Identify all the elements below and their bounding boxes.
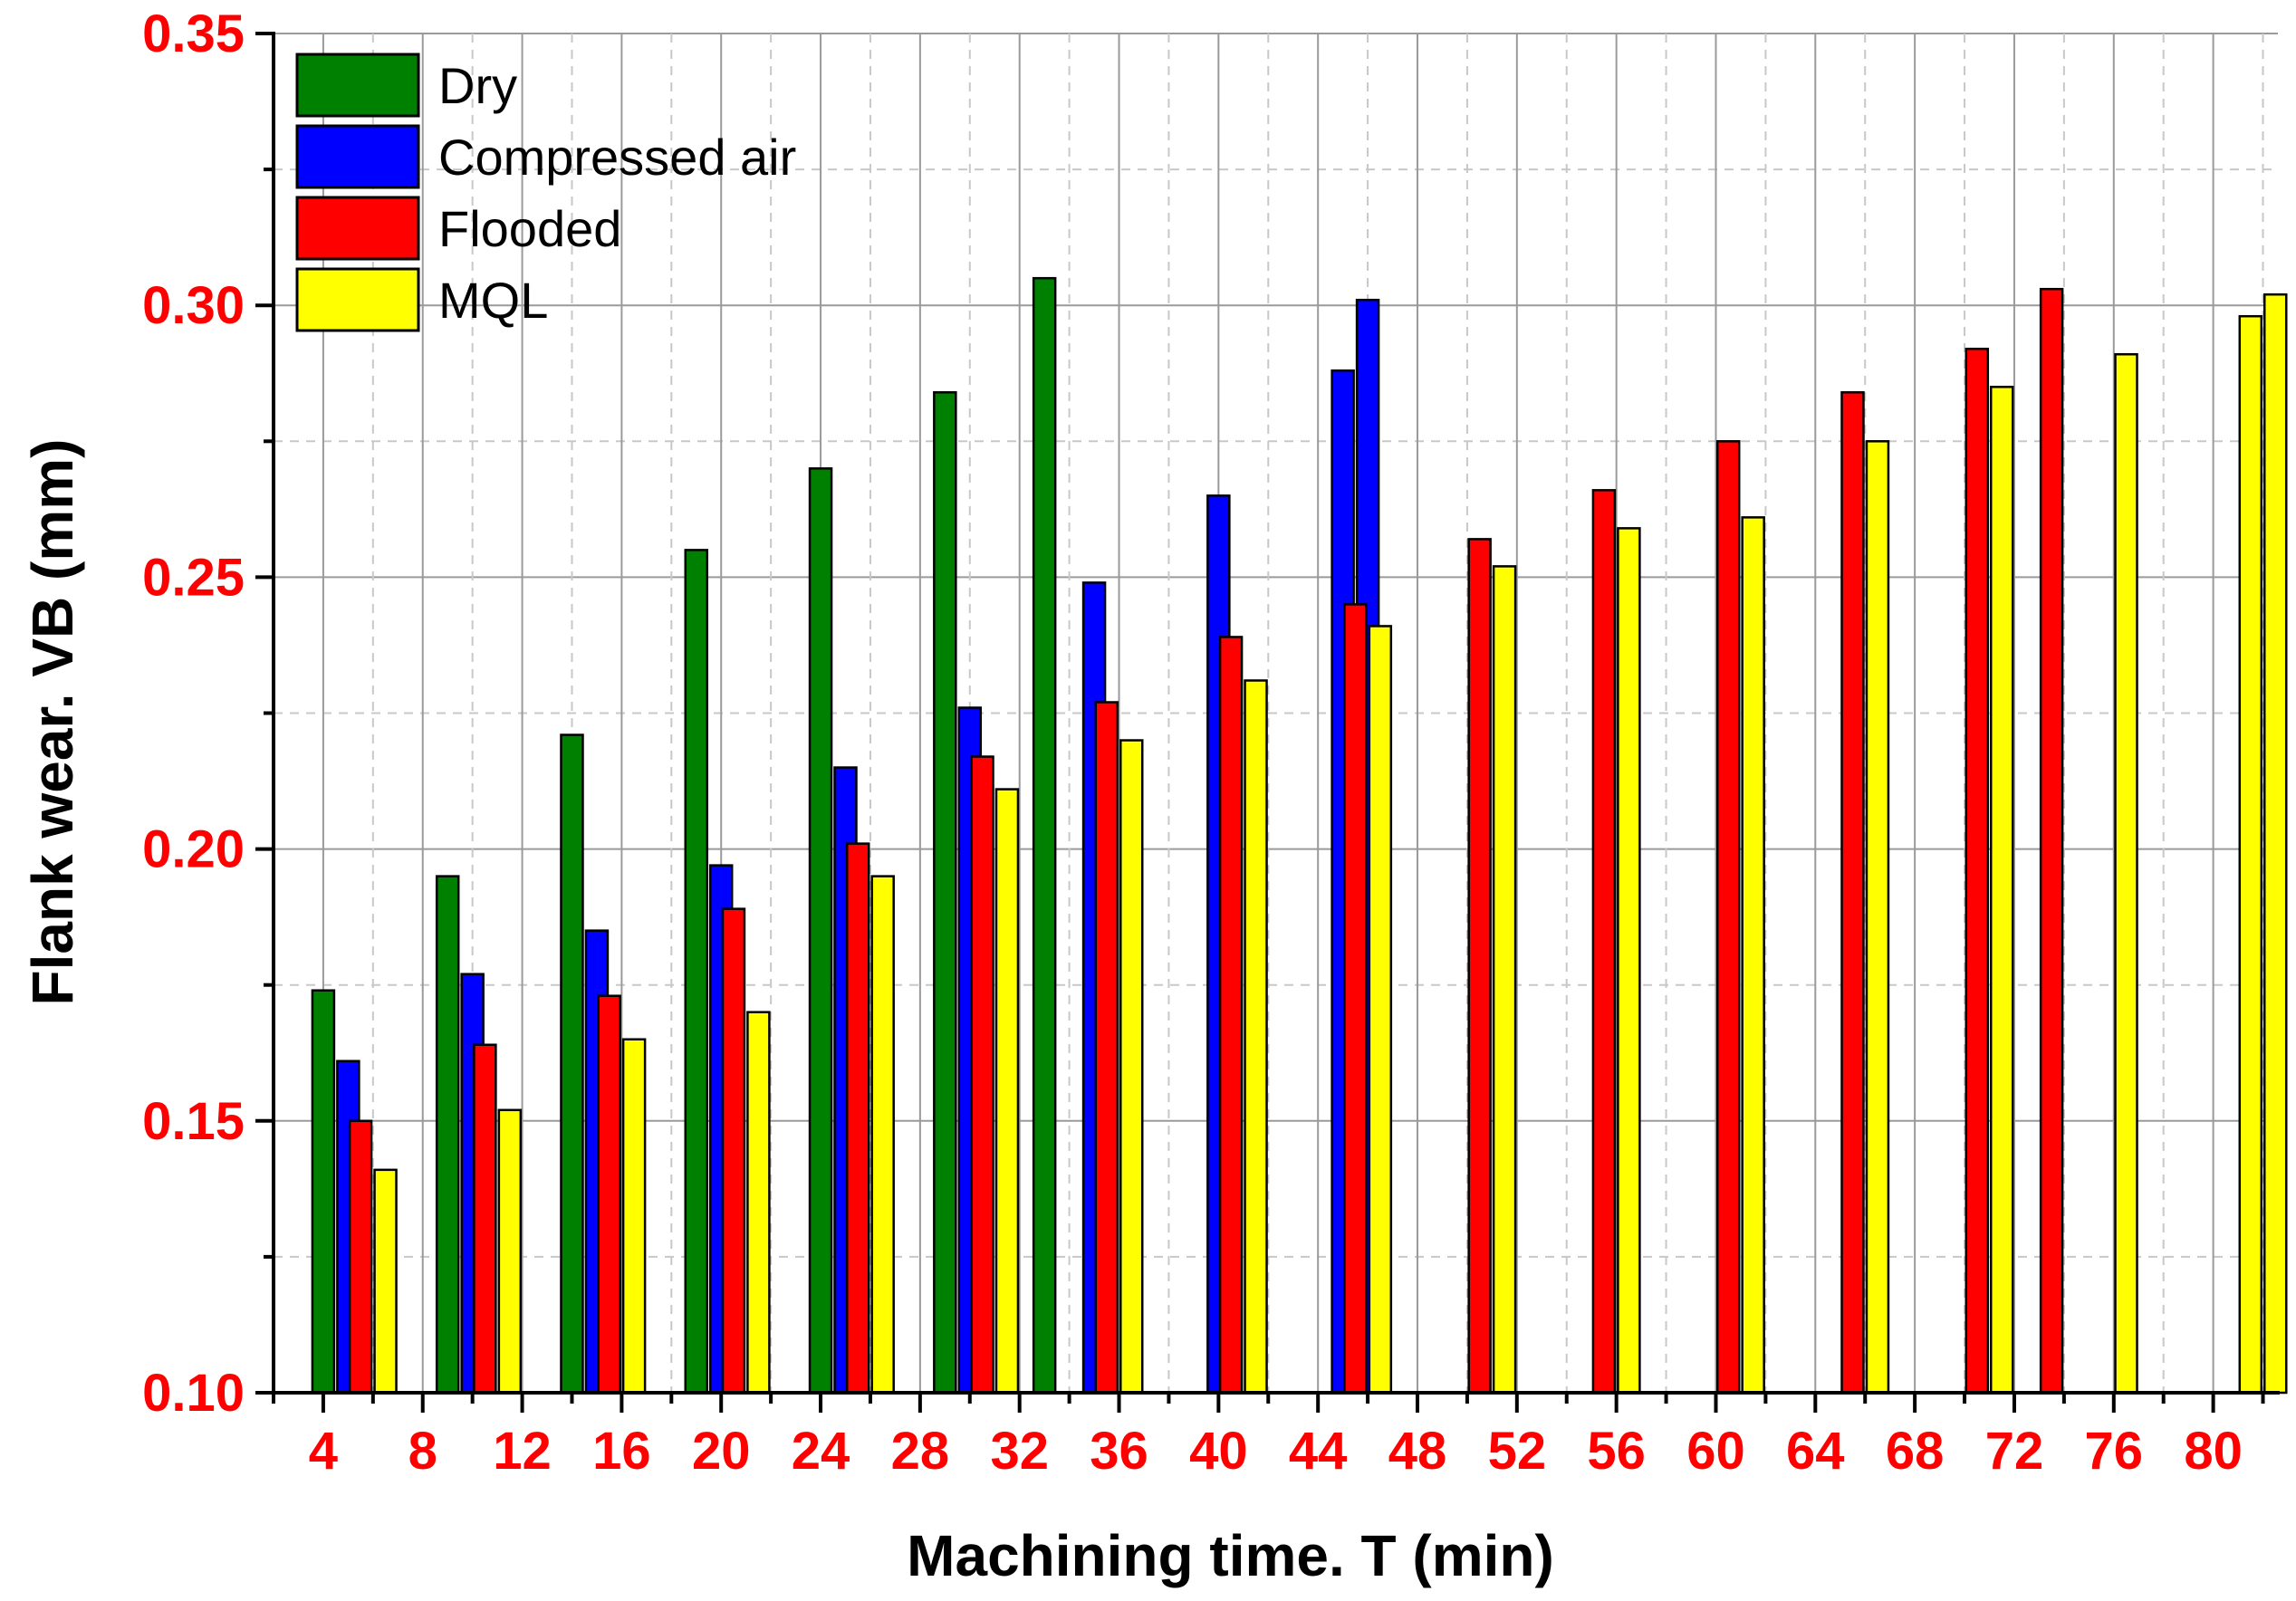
bar-flooded — [2039, 287, 2064, 1395]
bar-dry — [808, 467, 833, 1395]
bar-flooded — [1218, 636, 1244, 1395]
x-tick-label: 76 — [2085, 1422, 2144, 1481]
bar-flooded — [1715, 440, 1741, 1395]
bar-flooded — [1343, 603, 1368, 1395]
bar-flooded — [845, 842, 870, 1395]
bar-flooded — [721, 907, 746, 1395]
bar-mql — [994, 788, 1020, 1395]
legend-label-flooded: Flooded — [438, 200, 621, 257]
x-tick-label: 16 — [592, 1422, 651, 1481]
x-axis-title: Machining time. T (min) — [907, 1523, 1554, 1588]
bar-mql — [497, 1108, 523, 1395]
y-tick-label: 0.35 — [142, 5, 245, 63]
x-tick-label: 56 — [1587, 1422, 1646, 1481]
legend-label-dry: Dry — [438, 57, 517, 114]
bar-flooded — [1840, 391, 1865, 1395]
y-axis-title: Flank wear. VB (mm) — [20, 439, 85, 1006]
bar-flooded — [473, 1043, 497, 1395]
legend-label-compressed-air: Compressed air — [438, 129, 796, 186]
bar-mql — [1368, 625, 1393, 1395]
bar-dry — [1032, 276, 1057, 1395]
y-tick-label: 0.15 — [142, 1092, 245, 1151]
bar-mql — [1617, 527, 1641, 1395]
y-tick-labels: 0.10 0.15 0.20 0.25 0.30 0.35 — [142, 5, 245, 1423]
x-tick-label: 44 — [1289, 1422, 1348, 1481]
bar-mql — [746, 1011, 771, 1395]
axes — [255, 32, 2280, 1413]
legend: Dry Compressed air Flooded MQL — [295, 53, 796, 332]
y-tick-label: 0.20 — [142, 820, 245, 879]
x-tick-label: 20 — [692, 1422, 751, 1481]
bar-flooded — [1591, 489, 1617, 1395]
bar-dry — [311, 989, 336, 1395]
y-tick-label: 0.10 — [142, 1364, 245, 1423]
bar-dry — [933, 391, 957, 1395]
bar-mql — [621, 1038, 647, 1395]
bar-flooded — [348, 1119, 373, 1395]
bars — [311, 276, 2288, 1395]
x-tick-label: 64 — [1786, 1422, 1845, 1481]
bar-mql — [870, 875, 895, 1395]
x-tick-label: 12 — [493, 1422, 552, 1481]
x-tick-label: 8 — [408, 1422, 437, 1481]
bar-flooded — [1467, 538, 1492, 1395]
bar-dry — [684, 549, 709, 1395]
legend-label-mql: MQL — [438, 272, 548, 329]
x-tick-label: 80 — [2184, 1422, 2243, 1481]
bar-flooded — [597, 994, 621, 1395]
legend-swatch-dry — [295, 53, 420, 118]
legend-swatch-flooded — [295, 196, 420, 261]
bar-mql — [2238, 314, 2263, 1395]
bar-mql — [2114, 352, 2138, 1395]
bar-mql — [373, 1168, 398, 1395]
bar-mql — [1492, 565, 1517, 1395]
x-tick-label: 40 — [1189, 1422, 1248, 1481]
bar-mql — [1244, 679, 1268, 1395]
y-tick-label: 0.30 — [142, 276, 245, 335]
legend-swatch-mql — [295, 267, 420, 332]
x-tick-labels: 4 8 12 16 20 24 28 32 36 40 44 48 52 56 60 64 68 72 76 80 — [309, 1422, 2243, 1481]
bar-dry — [435, 875, 460, 1395]
x-tick-label: 4 — [309, 1422, 338, 1481]
bar-dry — [560, 733, 584, 1395]
y-tick-label: 0.25 — [142, 548, 245, 607]
bar-mql — [1989, 386, 2014, 1395]
bar-flooded — [1965, 347, 1990, 1395]
x-tick-label: 52 — [1488, 1422, 1547, 1481]
legend-swatch-compressed-air — [295, 124, 420, 189]
x-tick-label: 36 — [1090, 1422, 1148, 1481]
x-tick-label: 32 — [990, 1422, 1049, 1481]
x-tick-label: 28 — [891, 1422, 950, 1481]
bar-flooded — [970, 755, 994, 1395]
x-tick-label: 68 — [1886, 1422, 1945, 1481]
x-tick-label: 60 — [1686, 1422, 1745, 1481]
x-tick-label: 72 — [1985, 1422, 2044, 1481]
bar-mql — [2263, 292, 2288, 1395]
x-tick-label: 48 — [1388, 1422, 1447, 1481]
bar-mql — [1865, 440, 1890, 1395]
bar-mql — [1741, 516, 1765, 1395]
bar-flooded — [1094, 701, 1119, 1395]
bar-mql — [1119, 739, 1144, 1395]
x-tick-label: 24 — [792, 1422, 850, 1481]
